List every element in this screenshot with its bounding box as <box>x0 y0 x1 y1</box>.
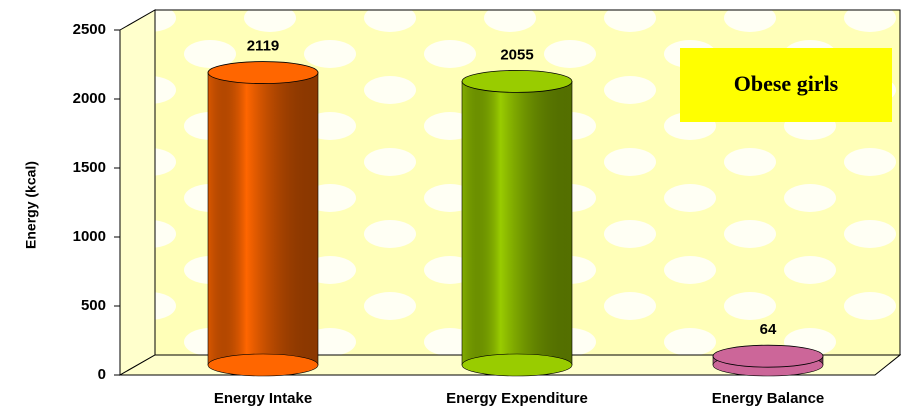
bar-shade <box>208 72 318 365</box>
legend-box <box>680 48 892 122</box>
bar-bottom <box>207 353 319 377</box>
bars <box>207 61 824 377</box>
y-tick-label: 500 <box>81 297 106 314</box>
value-label: 64 <box>760 321 777 338</box>
value-label: 2055 <box>500 46 533 63</box>
x-tick-label: Energy Balance <box>712 390 825 407</box>
y-tick-label: 1000 <box>73 228 106 245</box>
y-tick-label: 0 <box>98 366 106 383</box>
x-tick-label: Energy Intake <box>214 390 312 407</box>
y-tick-label: 1500 <box>73 159 106 176</box>
x-tick-label: Energy Expenditure <box>446 390 588 407</box>
value-label: 2119 <box>247 38 280 55</box>
bar-bottom <box>461 353 573 377</box>
legend-text: Obese girls <box>734 71 839 96</box>
bar-top <box>461 70 573 93</box>
y-tick-label: 2500 <box>73 21 106 38</box>
bar-top <box>712 344 824 368</box>
side-wall <box>119 9 156 376</box>
bar-shade <box>462 81 572 365</box>
y-tick-label: 2000 <box>73 90 106 107</box>
bar-top <box>207 61 319 84</box>
y-axis-title: Energy (kcal) <box>23 161 39 249</box>
